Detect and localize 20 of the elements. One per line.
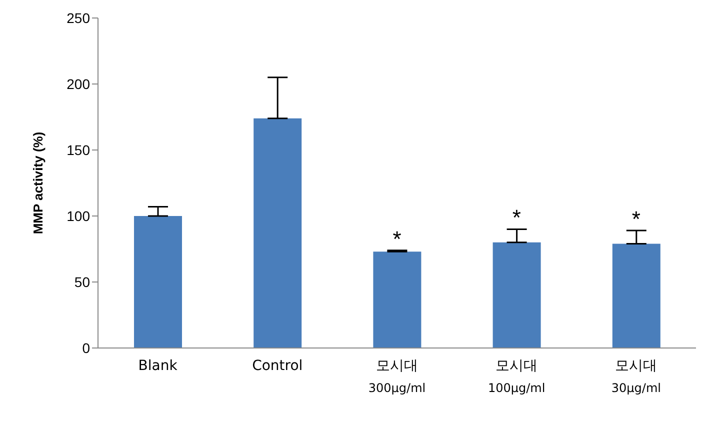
bar: [612, 244, 660, 348]
annotation: *: [392, 226, 402, 252]
x-tick-label: 모시대 100μg/ml: [488, 358, 546, 395]
y-axis-title: MMP activity (%): [30, 132, 46, 234]
annotation: *: [632, 206, 641, 232]
bar: [492, 242, 541, 348]
x-tick-label: 모시대 30μg/ml: [611, 358, 661, 395]
annotation: *: [512, 205, 522, 230]
x-tick-label: Control: [252, 358, 303, 374]
bar: [373, 252, 422, 348]
bar: [254, 118, 302, 348]
y-tick-label: 0: [82, 340, 90, 356]
x-tick-label: 모시대 300μg/ml: [368, 358, 426, 395]
x-tick-label: Blank: [138, 358, 178, 374]
y-tick-label: 50: [74, 274, 90, 290]
y-tick-label: 250: [66, 10, 90, 26]
y-tick-label: 200: [66, 76, 90, 92]
y-tick-label: 150: [66, 142, 90, 158]
y-tick-label: 100: [66, 208, 90, 224]
bar: [134, 216, 182, 348]
